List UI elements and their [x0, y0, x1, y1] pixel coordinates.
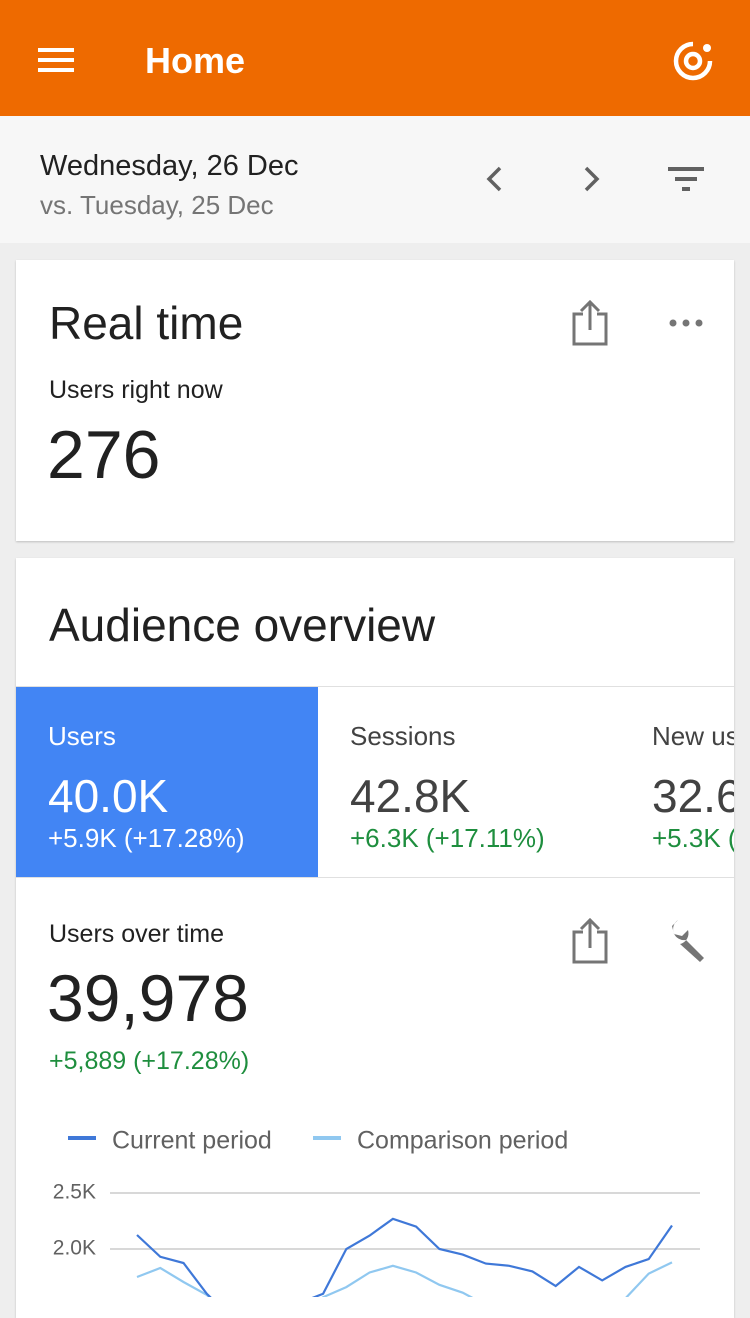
tab-label: Users — [48, 721, 116, 751]
tab-change: +5.9K (+17.28%) — [48, 823, 245, 853]
filter-button[interactable] — [666, 164, 706, 194]
metric-tab[interactable]: Sessions 42.8K +6.3K (+17.11%) — [318, 687, 620, 877]
menu-button[interactable] — [36, 46, 76, 74]
metric-label: Users right now — [49, 376, 223, 404]
metric-value: 39,978 — [47, 961, 249, 1035]
tab-change: +6.3K (+17.11%) — [350, 823, 545, 853]
metric-label: Users over time — [49, 920, 225, 948]
prev-button[interactable] — [480, 164, 510, 194]
audience-card: Audience overview — [16, 558, 734, 1318]
card-title: Audience overview — [49, 599, 436, 651]
more-button[interactable] — [668, 316, 704, 330]
metric-tab[interactable]: Users 40.0K +5.9K (+17.28%) — [16, 687, 318, 877]
metric-tab[interactable]: New us 32.6 +5.3K ( — [620, 687, 734, 877]
account-button[interactable] — [670, 38, 716, 84]
divider — [16, 877, 734, 878]
settings-button[interactable] — [660, 918, 710, 966]
next-button[interactable] — [576, 164, 606, 194]
metric-change: +5,889 (+17.28%) — [49, 1047, 250, 1075]
date-bar: Wednesday, 26 Dec vs. Tuesday, 25 Dec — [0, 116, 750, 243]
series-line — [136, 1217, 673, 1297]
tab-value: 40.0K — [48, 770, 169, 822]
legend-label: Comparison period — [357, 1127, 568, 1155]
date-primary[interactable]: Wednesday, 26 Dec — [40, 150, 299, 182]
share-button[interactable] — [570, 300, 610, 348]
y-tick-label: 2.0K — [53, 1237, 96, 1260]
tab-value: 42.8K — [350, 770, 471, 822]
app-title: Home — [145, 40, 246, 81]
chart: Current period Comparison period 2.5K 2.0K — [53, 1127, 700, 1297]
divider — [16, 686, 734, 687]
tab-change: +5.3K ( — [652, 823, 734, 853]
metric-value: 276 — [47, 417, 161, 493]
share-button[interactable] — [570, 918, 610, 966]
legend-label: Current period — [112, 1127, 272, 1155]
card-title: Real time — [49, 297, 244, 349]
realtime-card: Real time Users right now 276 — [16, 260, 734, 541]
date-secondary: vs. Tuesday, 25 Dec — [40, 190, 274, 220]
tab-label: Sessions — [350, 721, 456, 751]
series-line — [136, 1261, 673, 1297]
tab-label: New us — [652, 721, 734, 751]
y-tick-label: 2.5K — [53, 1181, 96, 1204]
app-bar: Home — [0, 0, 750, 116]
tab-value: 32.6 — [652, 770, 734, 822]
